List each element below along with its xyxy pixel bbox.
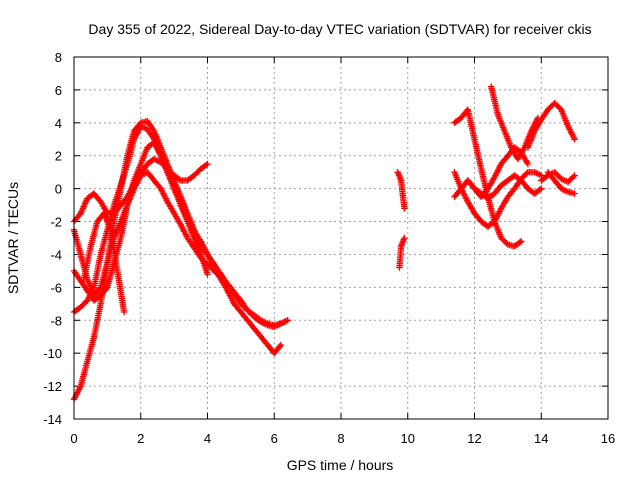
data-series-arc-15 (538, 169, 578, 186)
data-point (120, 308, 128, 316)
data-point (518, 238, 525, 245)
y-tick-label: -6 (50, 280, 62, 295)
data-series-arc-1 (70, 118, 285, 403)
y-tick-label: -10 (43, 346, 62, 361)
data-point (401, 205, 408, 212)
data-points (70, 83, 578, 403)
data-point (176, 176, 183, 183)
data-point (516, 239, 524, 246)
data-point (204, 271, 211, 278)
chart-title: Day 355 of 2022, Sidereal Day-to-day VTE… (88, 21, 591, 37)
data-series-arc-8 (396, 234, 408, 271)
y-tick-label: -4 (50, 247, 62, 262)
data-point (277, 341, 285, 349)
x-tick-label: 8 (337, 431, 344, 446)
data-series-arc-6 (80, 210, 128, 316)
data-series-arc-13 (464, 144, 532, 201)
data-point (203, 161, 210, 169)
data-series-arc-7 (394, 169, 408, 212)
y-tick-label: 2 (55, 149, 62, 164)
x-tick-label: 14 (534, 431, 548, 446)
data-point (276, 343, 283, 350)
data-series-arc-5 (70, 155, 211, 225)
x-tick-label: 4 (204, 431, 211, 446)
data-point (524, 160, 532, 168)
y-tick-label: 8 (55, 50, 62, 65)
data-point (571, 172, 578, 179)
x-tick-label: 2 (137, 431, 144, 446)
data-series-arc-10 (451, 169, 545, 230)
data-point (284, 317, 291, 324)
data-point (401, 234, 408, 242)
data-point (204, 160, 211, 168)
axis-tick-labels: 0 2 4 6 8 10 12 14 16 -14 -12 -10 -8 -6 -4 -2 0 2 4 6 8 (43, 50, 615, 446)
x-tick-label: 0 (70, 431, 77, 446)
y-tick-label: -8 (50, 313, 62, 328)
data-point (571, 190, 578, 197)
data-point (536, 186, 544, 193)
data-series-arc-14 (524, 99, 578, 151)
x-tick-label: 6 (271, 431, 278, 446)
y-tick-label: -14 (43, 412, 62, 427)
data-point (570, 173, 577, 180)
x-tick-label: 10 (401, 431, 415, 446)
y-tick-label: -2 (50, 215, 62, 230)
x-tick-label: 16 (601, 431, 615, 446)
y-tick-label: 0 (55, 182, 62, 197)
x-axis-label: GPS time / hours (287, 457, 394, 473)
x-tick-label: 12 (467, 431, 481, 446)
data-point (538, 185, 545, 192)
grid-lines (74, 57, 608, 419)
y-tick-label: 6 (55, 83, 62, 98)
y-axis-label: SDTVAR / TECUs (5, 182, 21, 294)
data-point (523, 170, 530, 177)
plot-frame (73, 56, 609, 420)
data-point (571, 136, 578, 143)
y-tick-label: 4 (55, 116, 62, 131)
y-tick-label: -12 (43, 379, 62, 394)
data-series-arc-16 (544, 169, 578, 197)
